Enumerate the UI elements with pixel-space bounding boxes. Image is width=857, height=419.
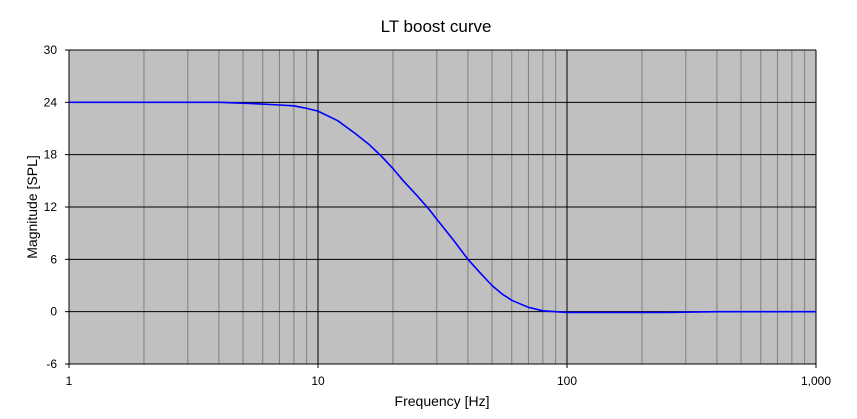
y-tick-labels: -6 0 6 12 18 24 30 [44,43,58,371]
x-tick-label: 1 [66,374,73,388]
y-axis-label: Magnitude [SPL] [24,155,40,259]
y-tick-label: -6 [46,357,57,371]
series-layer [69,101,816,314]
y-tick-label: 12 [44,200,58,214]
boost-curve-line [69,101,816,314]
x-axis-label: Frequency [Hz] [395,393,490,409]
y-tick-label: 6 [50,252,57,266]
y-tick-label: 0 [50,305,57,319]
x-tick-label: 1,000 [801,374,831,388]
x-tick-label: 10 [311,374,325,388]
y-tick-label: 18 [44,148,58,162]
x-tick-labels: 1 10 100 1,000 [66,374,832,388]
x-tick-label: 100 [557,374,577,388]
y-tick-label: 24 [44,95,58,109]
y-tick-label: 30 [44,43,58,57]
chart-title: LT boost curve [381,17,492,36]
major-gridlines [65,49,817,368]
